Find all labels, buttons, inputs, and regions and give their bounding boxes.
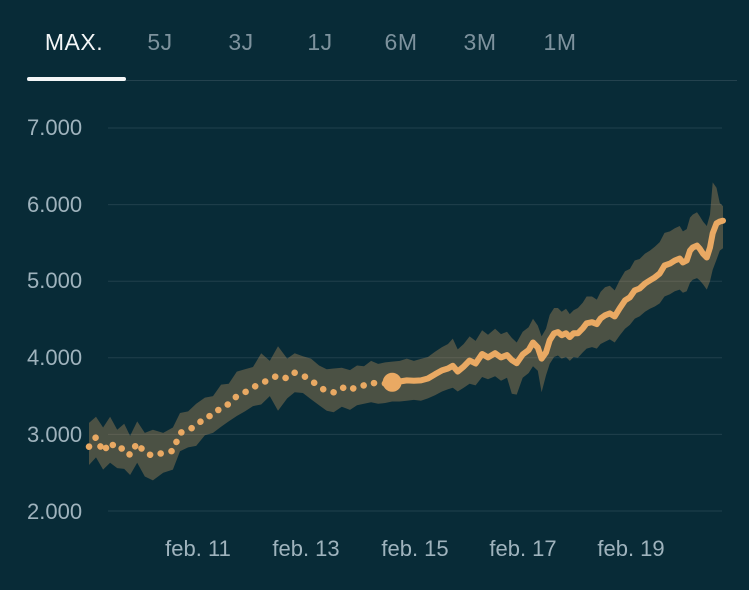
y-tick-5000: 5.000 [27,268,83,293]
tabs-divider-line [27,80,737,81]
x-tick-feb-13: feb. 13 [272,536,340,561]
y-tick-3000: 3.000 [27,422,83,447]
price-line-dotted-segment [85,369,396,461]
x-tick-feb-15: feb. 15 [381,536,449,561]
x-tick-feb-11: feb. 11 [165,536,231,561]
tab-1y[interactable]: 1J [307,29,333,55]
price-line-solid-segment [389,217,726,386]
tab-1m[interactable]: 1M [543,29,577,55]
tab-3m[interactable]: 3M [463,29,497,55]
y-tick-2000: 2.000 [27,499,83,524]
inception-marker-dot[interactable] [382,372,402,392]
active-tab-underline [27,77,126,81]
y-tick-6000: 6.000 [27,192,83,217]
tab-6m[interactable]: 6M [384,29,418,55]
min-max-band [89,182,723,481]
x-tick-feb-17: feb. 17 [489,536,557,561]
tab-max[interactable]: MAX. [44,29,104,55]
y-tick-4000: 4.000 [27,345,83,370]
tab-3y[interactable]: 3J [228,29,254,55]
tab-5y[interactable]: 5J [147,29,173,55]
y-tick-7000: 7.000 [27,115,83,140]
x-tick-feb-19: feb. 19 [597,536,665,561]
